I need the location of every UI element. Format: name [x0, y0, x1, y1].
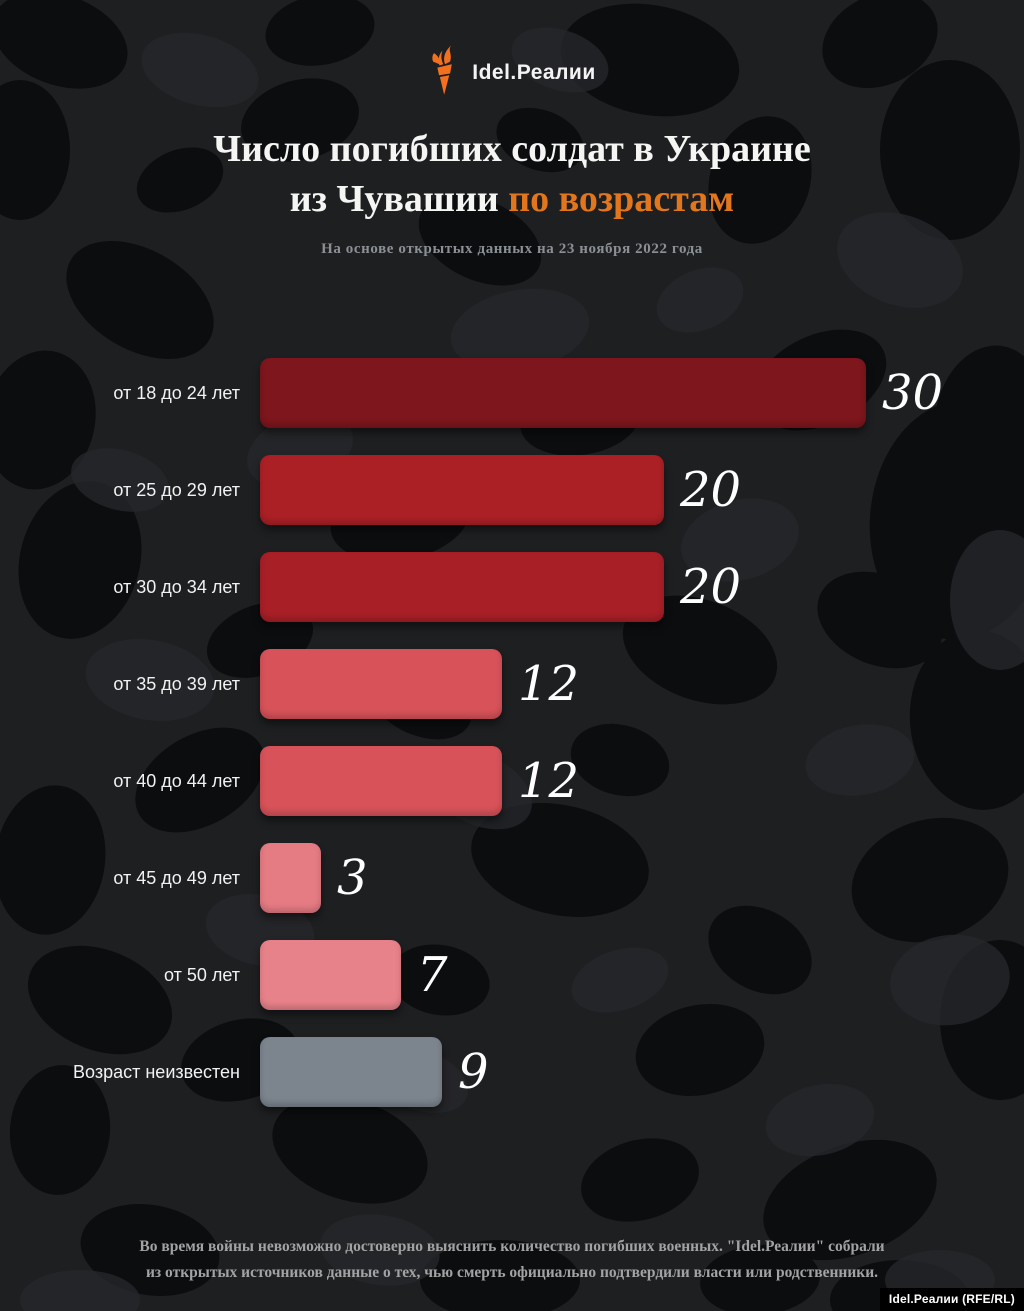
- bar-value-label: 30: [882, 365, 944, 421]
- bar-row: Возраст неизвестен 9: [0, 1037, 1024, 1107]
- bar-row: от 45 до 49 лет 3: [0, 843, 1024, 913]
- bar-category-label: от 45 до 49 лет: [113, 867, 240, 888]
- brand-logo: Idel.Реалии: [0, 44, 1024, 102]
- bar-value-label: 9: [458, 1044, 489, 1100]
- bar-category-label: от 30 до 34 лет: [113, 576, 240, 597]
- page-title: Число погибших солдат в Украине из Чуваш…: [0, 124, 1024, 224]
- title-line-1: Число погибших солдат в Украине: [213, 128, 811, 170]
- bar-40-44: [260, 746, 502, 816]
- bar-row: от 50 лет 7: [0, 940, 1024, 1010]
- chart-subtitle: На основе открытых данных на 23 ноября 2…: [321, 241, 703, 257]
- bar-value-label: 12: [518, 656, 580, 712]
- title-accent: по возрастам: [508, 178, 735, 220]
- bar-age-unknown: [260, 1037, 442, 1107]
- bar-value-label: 3: [337, 850, 368, 906]
- bar-category-label: от 25 до 29 лет: [113, 479, 240, 500]
- footnote-line-2: из открытых источников данные о тех, чью…: [146, 1264, 878, 1281]
- bar-50-plus: [260, 940, 401, 1010]
- bar-row: от 40 до 44 лет 12: [0, 746, 1024, 816]
- bar-30-34: [260, 552, 664, 622]
- bar-45-49: [260, 843, 321, 913]
- bar-chart: от 18 до 24 лет 30 от 25 до 29 лет 20 от…: [0, 358, 1024, 1134]
- bar-row: от 25 до 29 лет 20: [0, 455, 1024, 525]
- bar-category-label: от 50 лет: [163, 964, 240, 985]
- bar-row: от 35 до 39 лет 12: [0, 649, 1024, 719]
- torch-icon: [428, 45, 462, 102]
- bar-category-label: от 40 до 44 лет: [113, 770, 240, 791]
- bar-18-24: [260, 358, 866, 428]
- footnote-line-1: Во время войны невозможно достоверно выя…: [139, 1238, 885, 1255]
- bar-35-39: [260, 649, 502, 719]
- footnote: Во время войны невозможно достоверно выя…: [60, 1234, 964, 1286]
- bar-value-label: 20: [680, 462, 742, 518]
- bar-row: от 18 до 24 лет 30: [0, 358, 1024, 428]
- bar-category-label: от 35 до 39 лет: [113, 673, 240, 694]
- brand-logo-text: Idel.Реалии: [472, 61, 596, 84]
- attribution-badge: Idel.Реалии (RFE/RL): [879, 1288, 1024, 1311]
- bar-value-label: 20: [680, 559, 742, 615]
- title-line-2: из Чувашии по возрастам: [289, 178, 735, 220]
- bar-25-29: [260, 455, 664, 525]
- bar-category-label: от 18 до 24 лет: [113, 382, 240, 403]
- bar-row: от 30 до 34 лет 20: [0, 552, 1024, 622]
- bar-value-label: 7: [417, 947, 448, 1003]
- bar-value-label: 12: [518, 753, 580, 809]
- bar-category-label: Возраст неизвестен: [73, 1061, 240, 1082]
